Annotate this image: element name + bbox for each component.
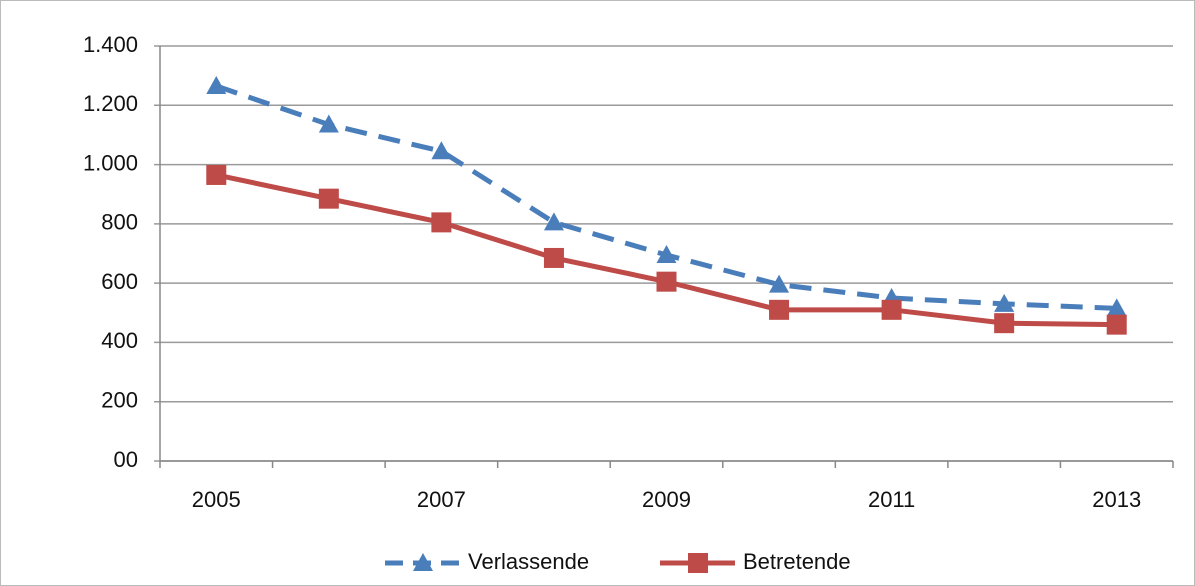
data-point	[994, 293, 1015, 312]
data-point	[994, 313, 1015, 334]
data-point	[318, 188, 339, 209]
y-tick-label: 600	[101, 269, 138, 294]
legend-label: Verlassende	[468, 549, 589, 574]
data-point	[206, 164, 227, 185]
y-tick-label: 1.200	[83, 91, 138, 116]
y-tick-label: 1.000	[83, 150, 138, 175]
data-point	[206, 76, 227, 95]
x-tick-label: 2005	[192, 487, 241, 512]
x-tick-label: 2009	[642, 487, 691, 512]
data-point	[656, 244, 677, 263]
data-point	[1106, 298, 1127, 317]
y-tick-label: 1.400	[83, 32, 138, 57]
data-point	[881, 299, 902, 320]
data-point	[318, 114, 339, 133]
y-tick-label: 00	[114, 447, 138, 472]
data-point	[769, 299, 790, 320]
data-point	[543, 212, 564, 231]
data-point	[431, 212, 452, 233]
data-point	[431, 141, 452, 160]
legend-marker	[413, 553, 433, 571]
x-tick-label: 2007	[417, 487, 466, 512]
data-point	[656, 271, 677, 292]
x-tick-label: 2011	[868, 487, 915, 512]
legend-label: Betretende	[743, 549, 851, 574]
y-tick-label: 800	[101, 210, 138, 235]
data-point	[769, 274, 790, 293]
x-tick-label: 2013	[1092, 487, 1141, 512]
data-point	[1106, 314, 1127, 335]
data-point	[543, 247, 564, 268]
y-tick-label: 200	[101, 388, 138, 413]
legend-marker	[688, 553, 708, 573]
y-tick-label: 400	[101, 328, 138, 353]
